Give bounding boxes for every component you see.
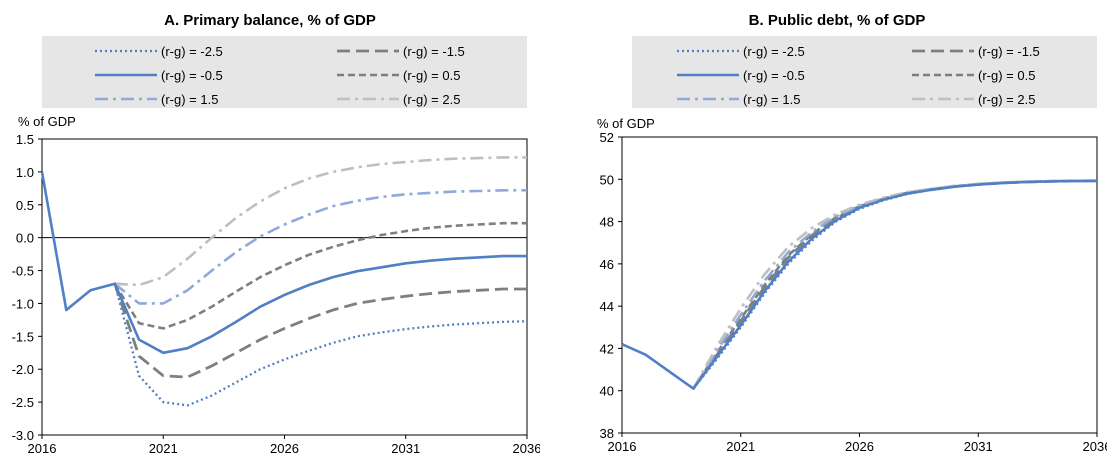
chart-title: A. Primary balance, % of GDP: [164, 12, 376, 29]
x-tick-label: 2016: [28, 441, 57, 454]
series-line: [692, 179, 1098, 390]
x-tick-label: 2036: [1083, 439, 1107, 454]
y-tick-label: 42: [600, 341, 614, 356]
x-tick-label: 2031: [964, 439, 993, 454]
legend-label: (r-g) = -1.5: [978, 44, 1040, 59]
y-tick-label: 40: [600, 384, 614, 399]
series-line: [113, 283, 527, 379]
y-tick-label: -0.5: [12, 264, 34, 279]
y-tick-label: 1.5: [16, 132, 34, 147]
series-line: [113, 189, 527, 305]
series-line: [692, 179, 1098, 390]
series-line: [621, 179, 1098, 390]
y-tick-label: 46: [600, 257, 614, 272]
legend-label: (r-g) = -1.5: [403, 44, 465, 59]
series-line: [113, 221, 527, 330]
series-line: [692, 179, 1098, 390]
x-tick-label: 2026: [270, 441, 299, 454]
x-tick-label: 2016: [608, 439, 637, 454]
legend-label: (r-g) = 2.5: [403, 92, 460, 107]
legend-box: [42, 36, 527, 108]
series-line: [40, 171, 527, 355]
panel-primary-balance: A. Primary balance, % of GDP (r-g) = -2.…: [0, 0, 540, 454]
public-debt-chart: (r-g) = -2.5 (r-g) = -1.5 (r-g) = -0.5 (r-g…: [597, 36, 1107, 454]
y-tick-label: 1.0: [16, 165, 34, 180]
y-tick-label: -1.0: [12, 296, 34, 311]
chart-title: B. Public debt, % of GDP: [748, 12, 926, 29]
legend-label: (r-g) = 1.5: [161, 92, 218, 107]
y-tick-label: 44: [600, 299, 614, 314]
panel-public-debt: B. Public debt, % of GDP (r-g) = -2.5 (r-…: [567, 0, 1107, 454]
y-tick-label: -3.0: [12, 428, 34, 443]
y-tick-label: 50: [600, 172, 614, 187]
y-tick-label: -2.0: [12, 362, 34, 377]
y-tick-label: 48: [600, 215, 614, 230]
x-tick-label: 2031: [391, 441, 420, 454]
series-line: [114, 156, 527, 287]
y-tick-label: 52: [600, 130, 614, 145]
y-axis-label: % of GDP: [597, 116, 655, 131]
x-tick-label: 2021: [726, 439, 755, 454]
y-tick-label: 0.5: [16, 198, 34, 213]
x-tick-label: 2036: [513, 441, 540, 454]
y-tick-label: 38: [600, 426, 614, 441]
legend-label: (r-g) = 1.5: [743, 92, 800, 107]
primary-balance-chart: (r-g) = -2.5 (r-g) = -1.5 (r-g) = -0.5 (r-g…: [12, 36, 540, 454]
legend-label: (r-g) = 0.5: [403, 68, 460, 83]
legend-label: (r-g) = -0.5: [161, 68, 223, 83]
legend-label: (r-g) = 0.5: [978, 68, 1035, 83]
legend-label: (r-g) = -2.5: [743, 44, 805, 59]
series-line: [692, 179, 1098, 390]
legend-label: (r-g) = -2.5: [161, 44, 223, 59]
y-tick-label: 0.0: [16, 231, 34, 246]
legend-box: [632, 36, 1097, 108]
legend-label: (r-g) = -0.5: [743, 68, 805, 83]
series-line: [692, 179, 1098, 390]
x-tick-label: 2021: [149, 441, 178, 454]
series-line: [113, 283, 528, 407]
legend-label: (r-g) = 2.5: [978, 92, 1035, 107]
y-tick-label: -2.5: [12, 395, 34, 410]
y-axis-label: % of GDP: [18, 114, 76, 129]
x-tick-label: 2026: [845, 439, 874, 454]
y-tick-label: -1.5: [12, 329, 34, 344]
